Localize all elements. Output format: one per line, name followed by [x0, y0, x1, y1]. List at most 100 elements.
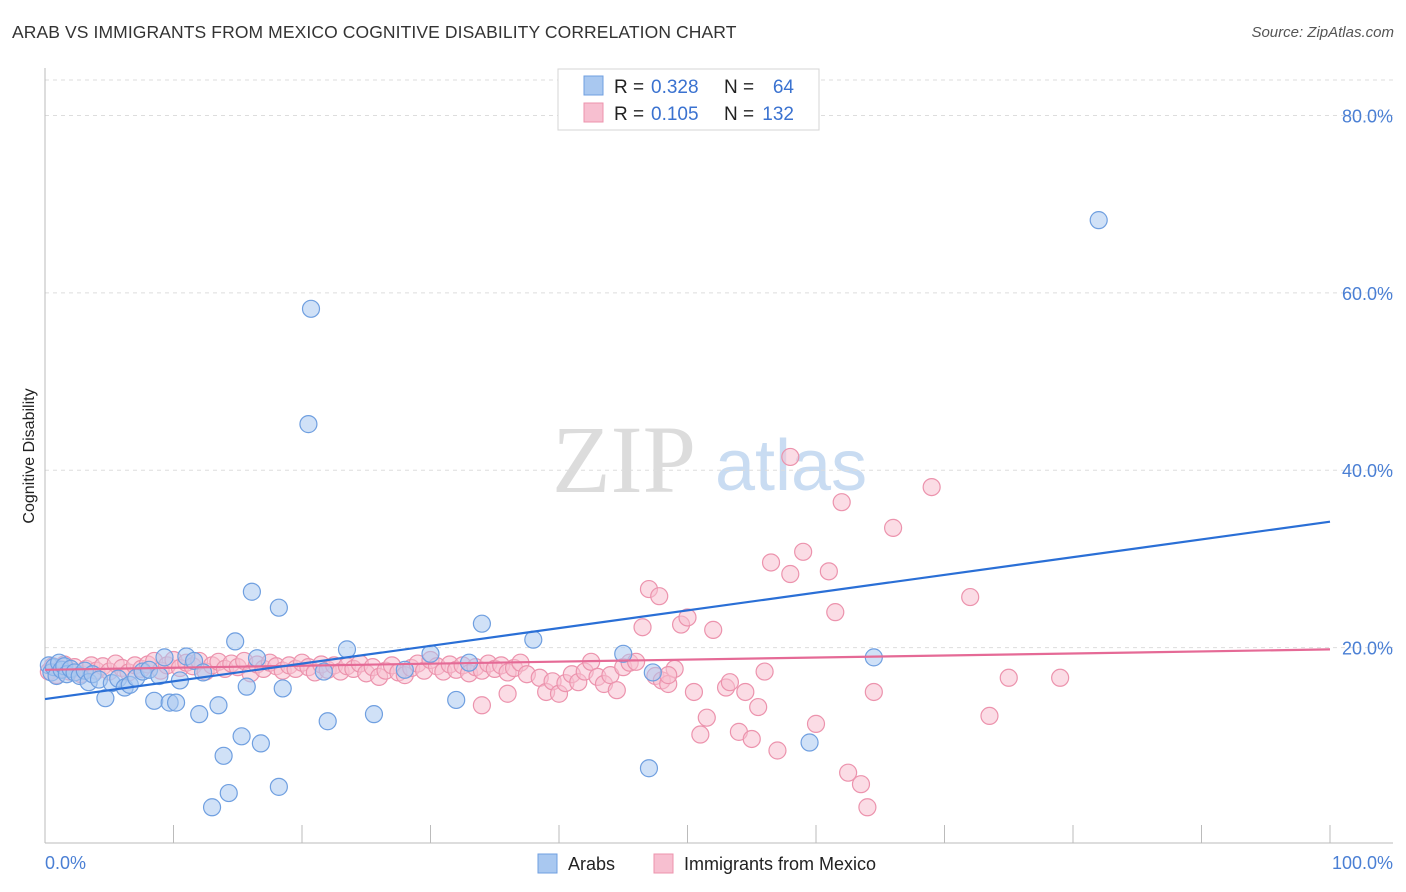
legend-swatch-mexico — [583, 102, 604, 123]
point-arabs — [524, 630, 543, 649]
point-mexico — [678, 608, 697, 627]
point-arabs — [314, 662, 333, 681]
point-arabs — [614, 644, 633, 663]
point-arabs — [364, 705, 384, 724]
legend-bottom-label-mexico: Immigrants from Mexico — [684, 854, 876, 874]
y-tick-label-20: 20.0% — [1342, 639, 1393, 659]
point-arabs — [299, 415, 318, 434]
point-mexico — [980, 706, 999, 726]
point-mexico — [650, 587, 669, 606]
point-arabs — [251, 734, 270, 753]
point-mexico — [697, 708, 716, 727]
point-arabs — [318, 712, 337, 731]
point-arabs — [145, 691, 164, 710]
point-mexico — [761, 553, 781, 572]
point-mexico — [961, 587, 980, 607]
point-mexico — [819, 562, 838, 581]
point-mexico — [851, 775, 871, 794]
point-arabs — [269, 777, 288, 796]
legend-top: R = 0.328 N = 64 R = 0.105 N = 132 — [557, 68, 820, 131]
axes — [44, 68, 1393, 844]
point-mexico — [691, 725, 710, 744]
point-mexico — [755, 662, 774, 681]
point-arabs — [639, 759, 659, 778]
tick-labels: 20.0% 40.0% 60.0% 80.0% 0.0% 100.0% — [45, 106, 1393, 873]
x-tick-label-0: 0.0% — [45, 853, 86, 873]
point-arabs — [214, 746, 233, 765]
legend-r-value-arabs: 0.328 — [651, 77, 699, 98]
point-mexico — [704, 620, 723, 639]
y-tick-label-60: 60.0% — [1342, 284, 1393, 304]
legend-n-value-mexico: 132 — [762, 104, 794, 125]
point-mexico — [794, 542, 813, 561]
gridlines — [45, 79, 1393, 649]
legend-bottom-swatch-mexico — [653, 853, 674, 874]
point-mexico — [883, 518, 903, 537]
series-arabs-points — [39, 211, 1108, 817]
y-tick-label-80: 80.0% — [1342, 106, 1393, 126]
point-mexico — [659, 666, 678, 685]
point-mexico — [922, 477, 941, 497]
point-mexico — [1051, 668, 1070, 687]
point-arabs — [242, 582, 261, 601]
point-arabs — [155, 648, 174, 667]
legend-r-label-mexico: R = — [614, 104, 644, 125]
point-mexico — [832, 493, 851, 512]
point-arabs — [247, 649, 267, 668]
point-mexico — [472, 696, 491, 715]
point-mexico — [826, 603, 845, 622]
point-mexico — [768, 741, 787, 760]
point-arabs — [269, 598, 288, 617]
point-arabs — [447, 690, 466, 710]
point-mexico — [864, 682, 883, 702]
point-arabs — [202, 798, 222, 817]
point-arabs — [421, 644, 440, 663]
point-arabs — [232, 727, 251, 746]
source-credit: Source: ZipAtlas.com — [1251, 24, 1394, 41]
watermark-zip: ZIP — [552, 406, 696, 513]
point-mexico — [742, 729, 761, 749]
point-arabs — [337, 640, 357, 659]
legend-r-label-arabs: R = — [614, 77, 644, 98]
point-mexico — [498, 684, 517, 703]
point-mexico — [720, 673, 740, 692]
point-mexico — [607, 681, 626, 700]
legend-bottom-swatch-arabs — [537, 853, 558, 874]
point-arabs — [1089, 211, 1108, 230]
point-mexico — [781, 447, 800, 467]
point-arabs — [395, 660, 414, 679]
point-arabs — [209, 696, 228, 715]
legend-r-value-mexico: 0.105 — [651, 104, 699, 125]
legend-bottom: Arabs Immigrants from Mexico — [537, 853, 876, 874]
trend-line-arabs — [44, 520, 1331, 701]
point-arabs — [273, 679, 292, 698]
point-arabs — [190, 705, 209, 724]
point-mexico — [633, 618, 652, 637]
x-tick-label-100: 100.0% — [1332, 853, 1393, 873]
point-arabs — [237, 677, 256, 696]
point-mexico — [858, 798, 877, 817]
point-arabs — [301, 299, 321, 318]
point-mexico — [839, 763, 858, 782]
chart-title: ARAB VS IMMIGRANTS FROM MEXICO COGNITIVE… — [12, 22, 737, 42]
point-mexico — [999, 668, 1018, 687]
point-mexico — [684, 682, 704, 702]
point-arabs — [472, 614, 491, 633]
legend-n-label-arabs: N = — [724, 77, 754, 98]
legend-n-label-mexico: N = — [724, 104, 754, 125]
trend-lines — [44, 520, 1331, 701]
point-mexico — [736, 682, 755, 702]
point-mexico — [781, 564, 800, 584]
y-axis-label: Cognitive Disability — [21, 388, 38, 523]
point-arabs — [800, 733, 819, 752]
point-arabs — [219, 783, 238, 803]
point-arabs — [643, 663, 662, 682]
trend-line-mexico — [44, 648, 1331, 671]
point-mexico — [806, 714, 826, 733]
point-arabs — [226, 632, 245, 651]
legend-n-value-arabs: 64 — [773, 77, 795, 98]
point-mexico — [749, 697, 768, 717]
legend-swatch-arabs — [583, 75, 604, 96]
legend-bottom-label-arabs: Arabs — [568, 854, 615, 874]
